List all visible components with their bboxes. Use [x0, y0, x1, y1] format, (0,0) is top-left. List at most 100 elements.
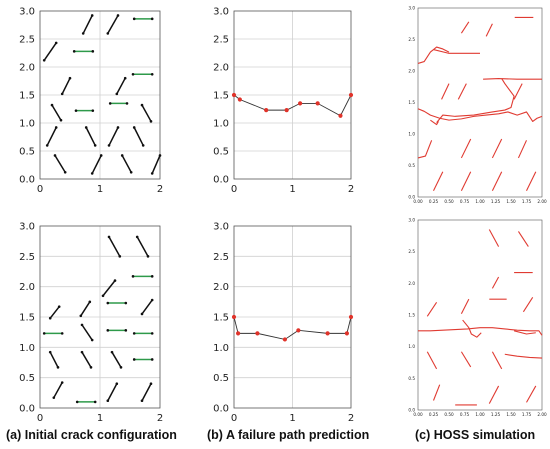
failure-path-point	[296, 328, 301, 333]
crack-tip-point	[88, 300, 92, 304]
y-tick-label: 0.5	[19, 373, 35, 384]
crack-segment	[46, 127, 57, 146]
panel-b-top: 0.0 0.5 1.0 1.5 2.0 2.5 3.0 0 1 2	[213, 7, 354, 196]
x-tick-label: 1	[289, 413, 295, 424]
crack-tip-point	[90, 172, 94, 175]
crack-segment	[49, 351, 59, 368]
hoss-crack-path	[491, 276, 500, 289]
crack-segment	[43, 42, 57, 61]
x-tick-label: 0.50	[444, 199, 454, 204]
crack-tip-point	[132, 332, 136, 335]
crack-tip-point	[42, 58, 46, 62]
crack-tip-point	[54, 41, 58, 45]
crack-tip-point	[149, 120, 153, 123]
y-tick-label: 0.0	[19, 175, 35, 186]
failure-path-point	[344, 331, 350, 336]
crack-segment	[51, 104, 62, 121]
caption-hoss-simulation: (c) HOSS simulation	[415, 428, 536, 442]
y-tick-label: 3.0	[408, 218, 415, 223]
crack-segment	[116, 77, 126, 95]
crack-tip-point	[80, 350, 84, 354]
crack-tip-point	[150, 275, 154, 278]
y-tick-label: 3.0	[213, 7, 229, 18]
x-tick-label: 1.25	[491, 199, 501, 204]
y-tick-label: 1.5	[408, 100, 415, 105]
crack-segment	[80, 301, 91, 317]
crack-tip-point	[48, 316, 52, 320]
x-tick-label: 2	[348, 184, 354, 195]
crack-tip-point	[140, 399, 144, 403]
crack-tip-point	[72, 50, 76, 53]
hoss-crack-path	[491, 171, 503, 191]
x-tick-label: 1.00	[475, 412, 485, 417]
panel-a-top: 0.0 0.5 1.0 1.5 2.0 2.5 3.0 0 1 2	[19, 7, 163, 196]
crack-segment	[85, 127, 96, 146]
y-tick-label: 0.5	[213, 147, 229, 158]
caption-failure-path-prediction: (b) A failure path prediction	[207, 428, 370, 442]
hoss-crack-path	[491, 351, 503, 370]
panel-c-bottom: 0.0 0.5 1.0 1.5 2.0 2.5 3.0 0.00 0.25 0.50 0.75 1.0…	[408, 218, 547, 418]
failure-path-point	[231, 314, 237, 320]
x-tick-label: 1	[97, 413, 103, 424]
hoss-crack-path	[426, 302, 438, 317]
crack-tip-point	[124, 329, 128, 332]
x-tick-label: 1.25	[491, 412, 501, 417]
crack-tip-point	[99, 154, 103, 157]
crack-segment	[107, 15, 119, 34]
crack-tip-point	[119, 366, 123, 369]
y-tick-label: 2.0	[19, 63, 35, 74]
hoss-crack-path	[417, 140, 433, 159]
hoss-crack-path	[426, 351, 438, 370]
crack-tip-point	[91, 109, 95, 112]
hoss-crack-path	[417, 46, 450, 64]
failure-path-point	[315, 101, 320, 106]
crack-tip-point	[42, 332, 46, 335]
hoss-crack-path	[522, 296, 534, 313]
y-tick-label: 2.0	[213, 63, 229, 74]
hoss-crack-path	[491, 138, 503, 159]
y-tick-label: 3.0	[213, 222, 229, 233]
hoss-crack-path	[457, 83, 467, 100]
crack-tip-point	[124, 301, 128, 305]
y-tick-label: 0.0	[213, 175, 229, 186]
crack-segment	[54, 155, 66, 173]
y-tick-label: 1.0	[19, 343, 35, 354]
y-tick-label: 0.0	[19, 404, 35, 415]
crack-tip-point	[115, 382, 119, 386]
crack-tip-point	[158, 154, 162, 157]
failure-path-point	[282, 337, 287, 342]
y-tick-label: 0.5	[408, 163, 415, 168]
crack-tip-point	[84, 126, 88, 129]
crack-tip-point	[141, 144, 145, 147]
x-tick-label: 0	[37, 413, 43, 424]
failure-path-point	[231, 92, 237, 98]
x-tick-label: 0.75	[460, 412, 470, 417]
hoss-crack-path	[517, 140, 528, 159]
hoss-crack-path	[483, 78, 542, 80]
crack-tip-point	[131, 72, 135, 76]
x-tick-label: 0	[231, 184, 237, 195]
x-tick-label: 0.00	[413, 412, 423, 417]
crack-segment	[81, 324, 93, 341]
crack-tip-point	[57, 305, 61, 308]
plot-frame	[39, 10, 161, 180]
crack-tip-point	[140, 312, 144, 316]
y-tick-label: 1.0	[213, 119, 229, 130]
y-tick-label: 2.5	[19, 35, 35, 46]
y-tick-label: 1.0	[408, 344, 415, 349]
failure-path-point	[348, 314, 354, 320]
x-tick-label: 2	[157, 413, 163, 424]
crack-tip-point	[110, 350, 114, 354]
crack-tip-point	[150, 72, 154, 76]
failure-path-point	[338, 113, 343, 118]
y-tick-label: 2.5	[408, 37, 415, 42]
crack-segment	[61, 77, 71, 95]
failure-path-point	[348, 92, 354, 98]
y-tick-label: 2.5	[19, 252, 35, 263]
hoss-crack-path	[460, 351, 472, 368]
crack-tip-point	[113, 279, 117, 282]
y-tick-label: 2.5	[408, 249, 415, 254]
crack-tip-point	[150, 358, 154, 361]
crack-tip-point	[150, 17, 154, 21]
